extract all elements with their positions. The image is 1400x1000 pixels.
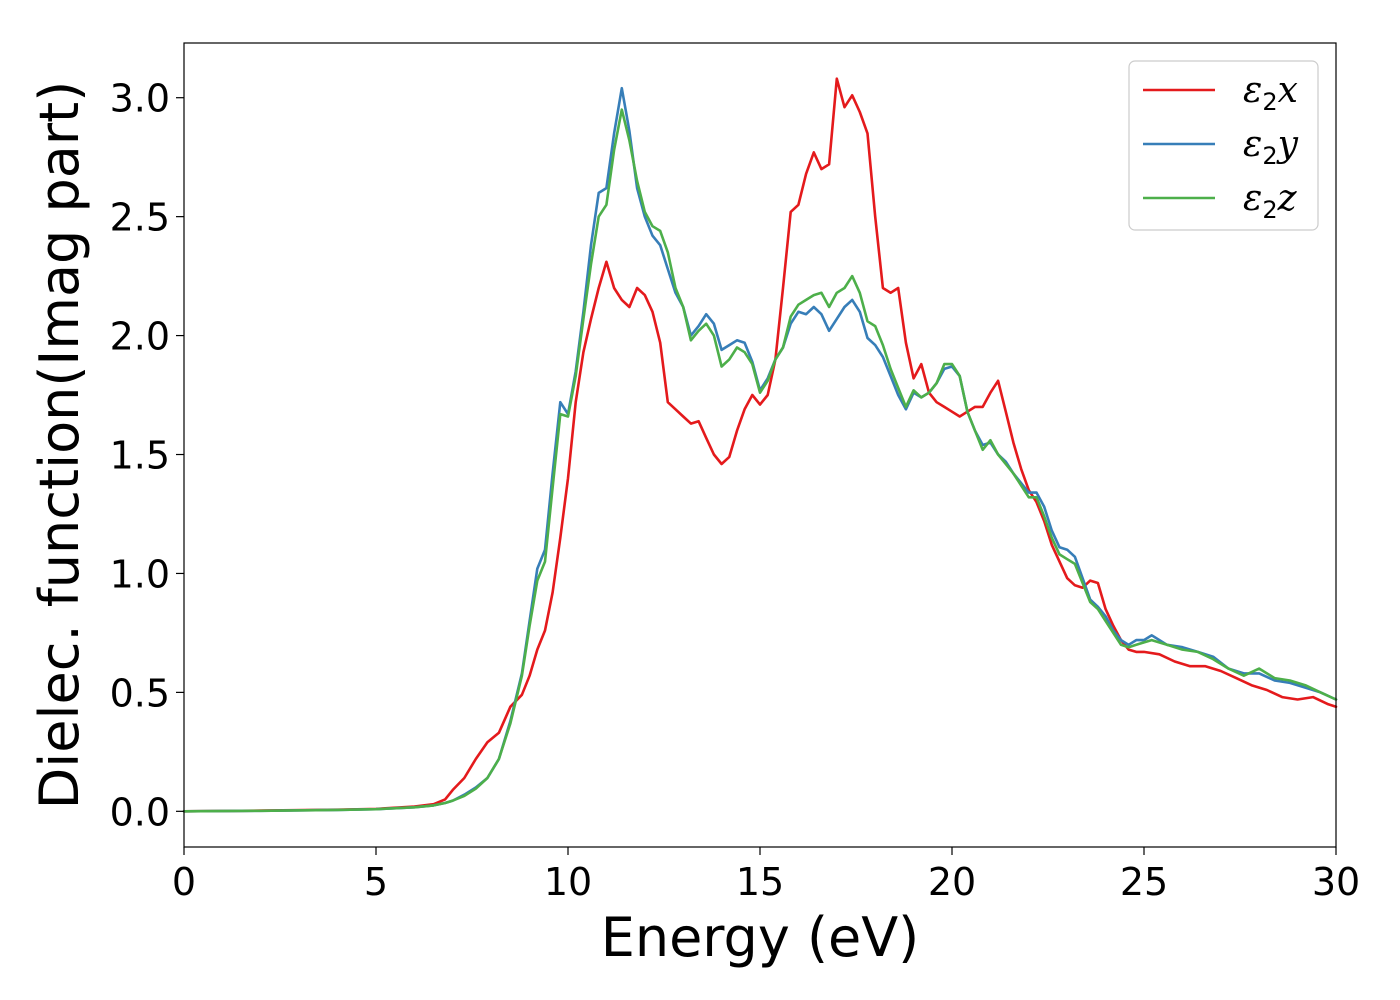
y-axis-title: Dielec. function(Imag part) (28, 81, 91, 810)
legend: ε2x ε2y ε2z (1128, 60, 1319, 231)
series-line-2 (182, 108, 1338, 813)
y-tick-label: 2.0 (110, 315, 170, 359)
x-tick-label: 15 (736, 860, 784, 904)
x-tick-label: 25 (1120, 860, 1168, 904)
x-tick-label: 0 (172, 860, 196, 904)
x-axis: 0 5 10 15 20 25 30 (172, 847, 1360, 904)
legend-label-2: ε2z (1243, 178, 1298, 224)
legend-label-0: ε2x (1243, 70, 1298, 116)
x-tick-label: 10 (544, 860, 592, 904)
y-axis: 0.0 0.5 1.0 1.5 2.0 2.5 3.0 (110, 77, 184, 834)
y-tick-label: 0.5 (110, 671, 170, 715)
y-tick-label: 3.0 (110, 77, 170, 121)
x-tick-label: 30 (1312, 860, 1360, 904)
y-tick-label: 1.5 (110, 434, 170, 478)
series-layer (182, 77, 1338, 813)
x-tick-label: 20 (928, 860, 976, 904)
y-tick-label: 1.0 (110, 552, 170, 596)
legend-box (1128, 60, 1319, 231)
legend-label-1: ε2y (1243, 124, 1299, 170)
series-line-0 (182, 77, 1338, 813)
y-tick-label: 0.0 (110, 790, 170, 834)
y-tick-label: 2.5 (110, 196, 170, 240)
x-axis-title: Energy (eV) (601, 906, 920, 969)
x-tick-label: 5 (364, 860, 388, 904)
